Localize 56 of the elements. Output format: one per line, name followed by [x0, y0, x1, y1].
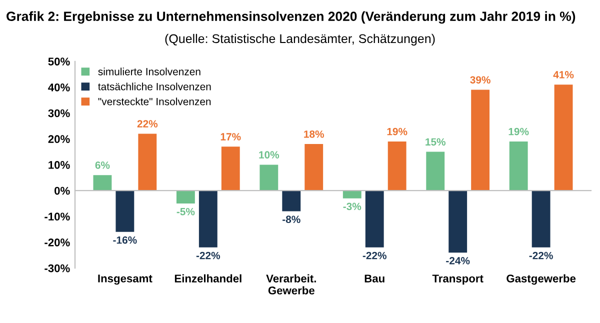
y-tick-label: 10%: [48, 160, 70, 169]
bar: [388, 141, 406, 191]
data-label: 6%: [95, 161, 110, 169]
y-tick-label: 0%: [54, 186, 70, 195]
bar: [554, 84, 573, 191]
data-label: -22%: [196, 252, 220, 260]
legend-label: simulierte Insolvenzen: [98, 68, 200, 76]
data-label: 19%: [508, 128, 529, 136]
data-label: 18%: [304, 130, 324, 138]
bar: [426, 152, 445, 191]
y-tick-label: 50%: [48, 58, 70, 66]
y-tick-label: -30%: [44, 264, 70, 272]
y-tick-label: -20%: [44, 238, 70, 246]
data-label: 17%: [220, 133, 241, 140]
x-tick-label: Einzelhandel: [174, 274, 242, 282]
x-tick-label: Bau: [364, 274, 384, 282]
data-label: -24%: [446, 257, 470, 264]
data-label: -22%: [529, 252, 553, 260]
y-tick-label: 30%: [48, 109, 70, 118]
data-label: 19%: [387, 128, 408, 136]
data-label: -22%: [362, 252, 386, 260]
x-tick-label: Gastgewerbe: [506, 274, 576, 285]
bar: [365, 190, 384, 248]
data-label: -5%: [176, 208, 195, 216]
data-label: -16%: [113, 236, 137, 244]
bar: [304, 144, 324, 191]
data-label: 15%: [426, 138, 446, 146]
bar: [221, 146, 240, 191]
data-label: -8%: [282, 216, 300, 224]
bar: [448, 190, 468, 253]
data-label: -3%: [343, 202, 362, 210]
x-tick-label: Insgesamt: [98, 274, 152, 285]
bar: [198, 190, 218, 248]
bar: [116, 190, 134, 232]
legend-label: tatsächliche Insolvenzen: [98, 82, 211, 90]
data-label: 10%: [259, 151, 280, 159]
bar: [509, 141, 528, 191]
bar: [260, 164, 278, 191]
y-tick-label: 20%: [48, 135, 70, 144]
data-label: 39%: [470, 76, 490, 84]
data-label: 41%: [553, 71, 574, 78]
chart-subtitle: (Quelle: Statistische Landesämter, Schätzungen): [165, 34, 435, 46]
bar: [176, 190, 195, 204]
x-tick-label: Transport: [432, 274, 484, 285]
x-tick-label: Verarbeit. Gewerbe: [266, 274, 316, 294]
y-tick-label: -10%: [44, 212, 70, 221]
data-label: 22%: [137, 120, 158, 128]
y-tick-label: 40%: [48, 83, 70, 92]
bar: [93, 175, 112, 191]
legend-label: "versteckte" Insolvenzen: [98, 98, 211, 106]
bar: [532, 190, 550, 248]
chart-title: Grafik 2: Ergebnisse zu Unternehmensinsolvenzen 2020 (Veränderung zum Jahr 2019 in %): [6, 11, 576, 24]
bar: [342, 190, 362, 198]
bar: [471, 90, 490, 191]
bar: [138, 134, 157, 191]
bar: [282, 190, 301, 212]
